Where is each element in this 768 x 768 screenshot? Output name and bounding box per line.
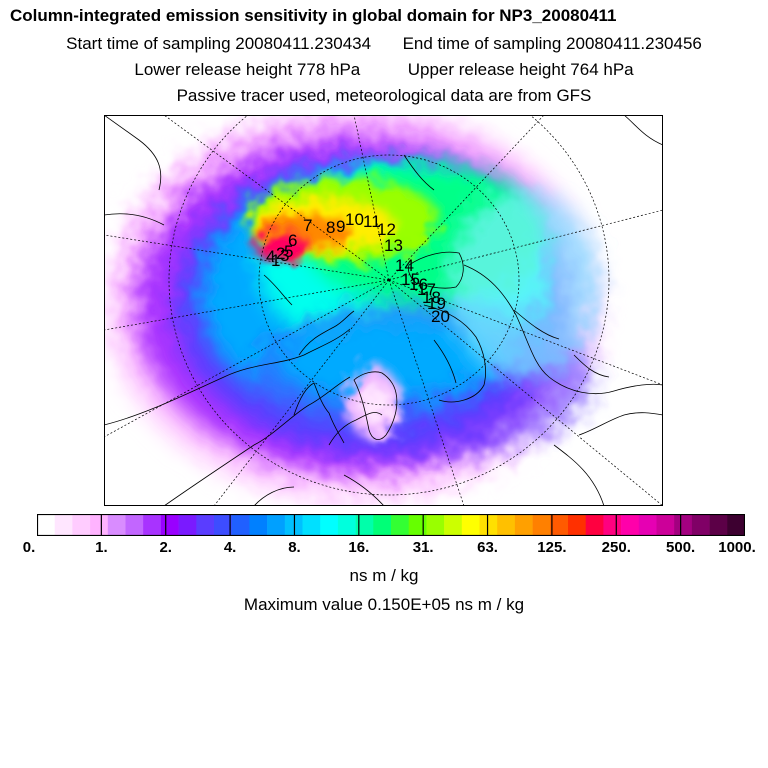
colorbar-tick-label: 1. <box>95 539 108 556</box>
colorbar-cell <box>444 514 463 536</box>
colorbar <box>37 514 745 536</box>
colorbar-cell <box>196 514 215 536</box>
colorbar-major-dividers <box>100 514 682 536</box>
colorbar-cell <box>674 514 693 536</box>
colorbar-cell <box>426 514 445 536</box>
lower-release-label: Lower release height 778 hPa <box>134 60 361 79</box>
colorbar-cell <box>479 514 498 536</box>
sensitivity-field <box>104 115 604 505</box>
colorbar-cell <box>37 514 55 536</box>
colorbar-tick-label: 4. <box>223 539 237 556</box>
traj-label-12: 12 <box>377 220 396 239</box>
traj-label-14: 14 <box>395 256 414 275</box>
traj-label-18: 18 <box>422 288 441 307</box>
start-time-label: Start time of sampling 20080411.230434 <box>66 34 372 53</box>
map-frame <box>104 115 663 506</box>
colorbar-cell <box>143 514 162 536</box>
colorbar-cell <box>585 514 604 536</box>
traj-label-15: 15 <box>401 270 420 289</box>
colorbar-cell <box>284 514 303 536</box>
traj-label-6: 6 <box>288 231 297 250</box>
colorbar-cell <box>603 514 622 536</box>
colorbar-cell <box>302 514 321 536</box>
colorbar-tick-label: 2. <box>159 539 172 556</box>
colorbar-tick-label: 31. <box>412 539 434 556</box>
coastlines <box>104 115 663 506</box>
traj-label-11: 11 <box>363 212 381 231</box>
colorbar-cell <box>461 514 480 536</box>
colorbar-cell <box>231 514 250 536</box>
traj-label-13: 13 <box>384 236 403 255</box>
sampling-times: Start time of sampling 20080411.230434 E… <box>0 34 768 54</box>
colorbar-tick-label: 500. <box>666 539 696 556</box>
colorbar-cell <box>90 514 109 536</box>
release-heights: Lower release height 778 hPa Upper relea… <box>0 60 768 80</box>
colorbar-cell <box>550 514 569 536</box>
traj-label-20: 20 <box>431 307 450 326</box>
colorbar-cell <box>497 514 516 536</box>
colorbar-tick-labels: 0. 1. 2. 4. 8. 16. 31. 63. 125. 250. 500. 1000. <box>0 539 768 561</box>
colorbar-units: ns m / kg <box>349 566 419 585</box>
colorbar-cell <box>514 514 533 536</box>
colorbar-cell <box>638 514 657 536</box>
colorbar-cell <box>72 514 91 536</box>
colorbar-cell <box>391 514 409 536</box>
colorbar-cell <box>178 514 197 536</box>
colorbar-cell <box>621 514 640 536</box>
colorbar-cell <box>337 514 356 536</box>
colorbar-cell <box>709 514 728 536</box>
traj-label-5: 5 <box>284 242 293 261</box>
end-time-label: End time of sampling 20080411.230456 <box>402 34 702 53</box>
graticule <box>104 115 663 506</box>
colorbar-cell <box>691 514 710 536</box>
colorbar-cell <box>214 514 232 536</box>
traj-label-2: 2 <box>276 244 285 263</box>
colorbar-cell <box>355 514 374 536</box>
colorbar-cell <box>160 514 179 536</box>
trajectory-labels: 1 2 3 4 5 6 7 8 9 10 11 12 13 14 15 16 1… <box>266 210 450 326</box>
colorbar-tick-label: 1000. <box>718 539 756 556</box>
colorbar-frame <box>37 514 745 536</box>
colorbar-tick-label: 125. <box>537 539 567 556</box>
colorbar-cell <box>54 514 73 536</box>
colorbar-tick-label: 0. <box>22 539 36 556</box>
colorbar-cell <box>656 514 675 536</box>
colorbar-tick-label: 8. <box>288 539 301 556</box>
colorbar-cell <box>320 514 339 536</box>
map-title: Column-integrated emission sensitivity i… <box>10 6 617 25</box>
colorbar-cell <box>408 514 427 536</box>
colorbar-cell <box>727 514 745 536</box>
colorbar-tick-label: 63. <box>477 539 498 556</box>
traj-label-17: 17 <box>417 280 436 299</box>
colorbar-cell <box>373 514 392 536</box>
colorbar-cell <box>532 514 551 536</box>
colorbar-cells <box>37 514 745 536</box>
colorbar-cell <box>249 514 268 536</box>
colorbar-tick-label: 250. <box>601 539 631 556</box>
traj-label-8: 8 <box>326 218 335 237</box>
traj-label-19: 19 <box>427 294 446 313</box>
traj-label-16: 16 <box>409 275 428 294</box>
traj-label-1: 1 <box>271 251 280 270</box>
sensitivity-map: 1 2 3 4 5 6 7 8 9 10 11 12 13 14 15 16 1… <box>104 115 663 506</box>
colorbar-tick-label: 16. <box>348 539 370 556</box>
traj-label-4: 4 <box>266 247 275 266</box>
traj-label-7: 7 <box>303 216 312 235</box>
tracer-note: Passive tracer used, meteorological data… <box>176 86 592 105</box>
colorbar-cell <box>107 514 126 536</box>
maximum-value-label: Maximum value 0.150E+05 ns m / kg <box>243 595 525 614</box>
colorbar-cell <box>267 514 286 536</box>
colorbar-cell <box>568 514 586 536</box>
colorbar-cell <box>125 514 144 536</box>
upper-release-label: Upper release height 764 hPa <box>407 60 634 79</box>
traj-label-3: 3 <box>280 246 289 265</box>
traj-label-10: 10 <box>345 210 364 229</box>
traj-label-9: 9 <box>336 217 345 236</box>
